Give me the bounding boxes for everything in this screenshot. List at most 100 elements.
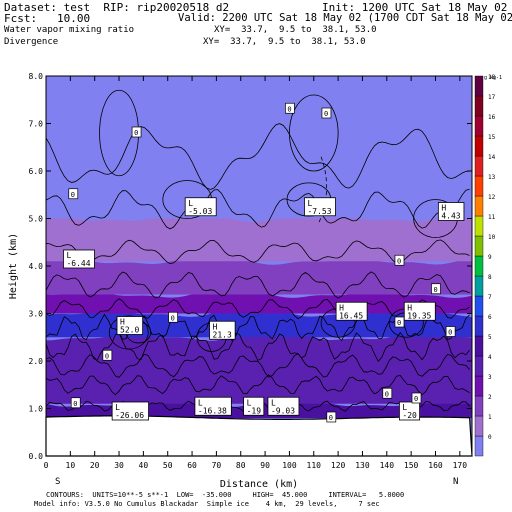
colorbar-swatch — [474, 195, 484, 217]
x-tick-label: 90 — [260, 461, 270, 470]
contour-line — [46, 353, 470, 378]
zero-text: 0 — [414, 395, 418, 403]
extremum-label: L-20 — [399, 401, 421, 421]
extremum-value: -6.44 — [66, 259, 90, 268]
extremum-letter: H — [213, 322, 218, 331]
extremum-box — [184, 197, 217, 217]
y-axis-label: Height (km) — [8, 233, 19, 299]
x-tick-label: 30 — [114, 461, 124, 470]
colorbar-swatch — [474, 115, 484, 137]
zero-text: 0 — [71, 191, 75, 199]
moisture-layer — [46, 215, 472, 262]
extremum-box — [403, 301, 436, 321]
colorbar-swatch — [474, 215, 484, 237]
zero-box — [326, 411, 337, 423]
x-tick-label: 110 — [307, 461, 322, 470]
x-tick-label: 70 — [212, 461, 222, 470]
extremum-letter: H — [339, 303, 344, 312]
extremum-value: -5.03 — [188, 207, 212, 216]
model-info: Model info: V3.5.0 No Cumulus Blackadar … — [34, 500, 380, 508]
colorbar-label: 17 — [488, 94, 496, 101]
zero-text: 0 — [287, 105, 291, 113]
zero-box — [70, 397, 81, 409]
zero-contour-label: 0 — [285, 102, 295, 114]
y-tick-label: 8.0 — [29, 72, 44, 81]
extremum-box — [111, 401, 149, 421]
zero-text: 0 — [171, 314, 175, 322]
extremum-label: L-7.53 — [304, 197, 336, 217]
zero-text: 0 — [397, 257, 401, 265]
extremum-label: H21.3 — [209, 320, 236, 340]
extremum-value: 19.35 — [407, 311, 431, 320]
colorbar-label: 13 — [488, 174, 496, 181]
zero-box — [394, 254, 405, 266]
xy1-label: XY= 33.7, 9.5 to 38.1, 53.0 — [214, 25, 377, 35]
extremum-label: L-9.03 — [267, 396, 300, 416]
extremum-value: -19 — [247, 406, 262, 415]
colorbar-swatch — [474, 295, 484, 317]
north-endpoint: N — [453, 477, 458, 487]
extremum-label: L-26.06 — [111, 401, 149, 421]
colorbar-label: 10 — [488, 234, 496, 241]
x-tick-label: 170 — [453, 461, 468, 470]
axes: 0 10 20 30 40 50 60 70 80 90 100 110 120 130 140 150 160… — [29, 72, 473, 470]
colorbar-label: 12 — [488, 194, 496, 201]
colorbar-label: 8 — [488, 274, 492, 281]
zero-text: 0 — [73, 400, 77, 408]
colorbar-swatch — [474, 355, 484, 377]
contour-line — [46, 123, 470, 190]
zero-box — [321, 107, 332, 119]
zero-contour-label: 0 — [411, 392, 422, 404]
moisture-layer — [46, 257, 472, 295]
extremum-box — [194, 396, 232, 416]
colorbar-label: 3 — [488, 374, 492, 381]
zero-box — [131, 126, 142, 138]
extremum-box — [335, 301, 368, 321]
x-axis-label: Distance (km) — [220, 479, 298, 490]
x-tick-label: 50 — [163, 461, 173, 470]
colorbar-swatch — [474, 315, 484, 337]
extremum-value: 4.43 — [441, 212, 460, 221]
x-tick-label: 150 — [404, 461, 419, 470]
zero-text: 0 — [329, 414, 333, 422]
field2-label: Divergence — [4, 37, 59, 47]
extremum-letter: L — [307, 199, 312, 208]
extremum-value: -7.53 — [307, 207, 331, 216]
terrain — [45, 415, 473, 457]
extremum-letter: H — [407, 303, 412, 312]
zero-contour-label: 0 — [102, 349, 113, 361]
extremum-value: 52.0 — [120, 326, 139, 335]
extremum-label: H52.0 — [116, 316, 144, 335]
zero-text: 0 — [397, 319, 401, 327]
extremum-box — [243, 396, 265, 416]
extremum-box — [304, 197, 336, 217]
zero-contour-label: 0 — [431, 283, 441, 295]
zero-text: 0 — [324, 110, 328, 118]
x-tick-label: 160 — [428, 461, 443, 470]
contour-line — [46, 331, 470, 363]
colorbar-swatch — [474, 75, 484, 97]
init-label: Init: 1200 UTC Sat 18 May 02 — [322, 1, 508, 14]
colorbar-label: 14 — [488, 154, 496, 161]
extremum-letter: L — [271, 398, 276, 407]
zero-contour-label: 0 — [168, 311, 178, 323]
x-tick-label: 60 — [187, 461, 197, 470]
colorbar-swatch — [474, 255, 484, 277]
x-tick-label: 80 — [236, 461, 246, 470]
colorbar-swatch — [474, 275, 484, 297]
extremum-box — [63, 249, 95, 269]
zero-box — [382, 387, 393, 399]
extremum-label: L-6.44 — [63, 249, 95, 269]
x-tick-label: 10 — [66, 461, 76, 470]
zero-contour-label: 0 — [394, 316, 405, 328]
dataset-label: Dataset: test RIP: rip20020518 d2 — [4, 1, 230, 14]
extremum-letter: H — [120, 318, 125, 327]
zero-box — [431, 283, 441, 295]
contour-line — [46, 374, 470, 396]
y-tick-label: 4.0 — [29, 262, 44, 271]
zero-box — [411, 392, 422, 404]
zero-text: 0 — [105, 352, 109, 360]
x-tick-label: 130 — [355, 461, 370, 470]
